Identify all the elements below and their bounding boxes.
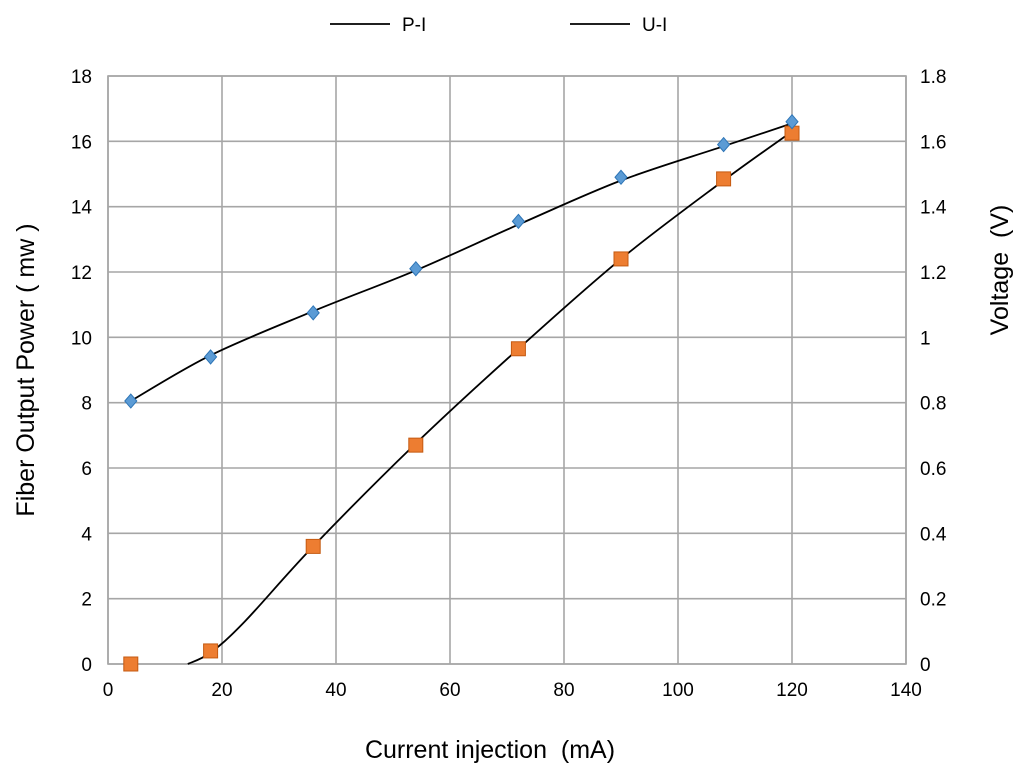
u-i-point (785, 113, 799, 130)
y-tick-labels: 0 2 4 6 8 10 12 14 16 18 (71, 67, 93, 676)
p-i-point (408, 437, 424, 453)
x-tick-label: 120 (776, 680, 808, 701)
p-i-point (123, 656, 139, 672)
x-tick-label: 40 (325, 680, 346, 701)
u-i-point (614, 169, 628, 186)
x-tick-label: 0 (103, 680, 114, 701)
data-markers (123, 113, 800, 672)
p-i-point (305, 538, 321, 554)
y-tick-label: 0 (81, 655, 92, 676)
legend: P-I U-I (330, 15, 667, 36)
x-tick-label: 20 (211, 680, 232, 701)
plot-area (107, 75, 907, 665)
y2-tick-label: 0.2 (920, 590, 946, 611)
fit-lines (130, 122, 793, 665)
y-tick-label: 14 (71, 198, 93, 219)
p-i-point (510, 341, 526, 357)
y-tick-label: 8 (81, 394, 92, 415)
x-axis-title: Current injection (mA) (365, 736, 615, 764)
y2-tick-label: 1 (920, 328, 931, 349)
y2-tick-label: 0.8 (920, 394, 946, 415)
y2-tick-labels: 0 0.2 0.4 0.6 0.8 1 1.2 1.4 1.6 1.8 (920, 67, 947, 676)
y2-tick-label: 0.4 (920, 524, 947, 545)
p-i-point (716, 171, 732, 187)
x-tick-labels: 0 20 40 60 80 100 120 140 (103, 680, 922, 701)
y2-tick-label: 1.4 (920, 198, 947, 219)
grid (107, 75, 907, 665)
p-i-point (613, 251, 629, 267)
y-tick-label: 4 (81, 524, 92, 545)
u-i-point (511, 213, 526, 230)
legend-u-i-label: U-I (642, 15, 667, 36)
y-tick-label: 2 (81, 590, 92, 611)
x-tick-label: 140 (890, 680, 922, 701)
y-axis-title: Fiber Output Power ( mw ) (12, 223, 40, 516)
u-i-fit-line (130, 122, 793, 402)
y2-tick-label: 0.6 (920, 459, 946, 480)
y2-tick-label: 1.8 (920, 67, 946, 88)
x-tick-label: 80 (553, 680, 574, 701)
y2-tick-label: 1.2 (920, 263, 946, 284)
legend-p-i-label: P-I (402, 15, 426, 36)
p-i-point (203, 643, 219, 659)
p-i-fit-line (187, 130, 793, 665)
u-i-point (716, 136, 731, 153)
y-tick-label: 6 (81, 459, 92, 480)
u-i-point (409, 260, 423, 277)
y2-tick-label: 1.6 (920, 132, 946, 153)
x-tick-label: 60 (439, 680, 460, 701)
y-tick-label: 12 (71, 263, 92, 284)
y2-tick-label: 0 (920, 655, 931, 676)
u-i-point (124, 393, 138, 409)
y-tick-label: 18 (71, 67, 92, 88)
y-tick-label: 10 (71, 328, 92, 349)
u-i-point (203, 349, 218, 365)
x-tick-label: 100 (662, 680, 694, 701)
y-tick-label: 16 (71, 132, 92, 153)
u-i-point (306, 305, 320, 321)
y2-axis-title: Voltage (V) (986, 205, 1014, 336)
